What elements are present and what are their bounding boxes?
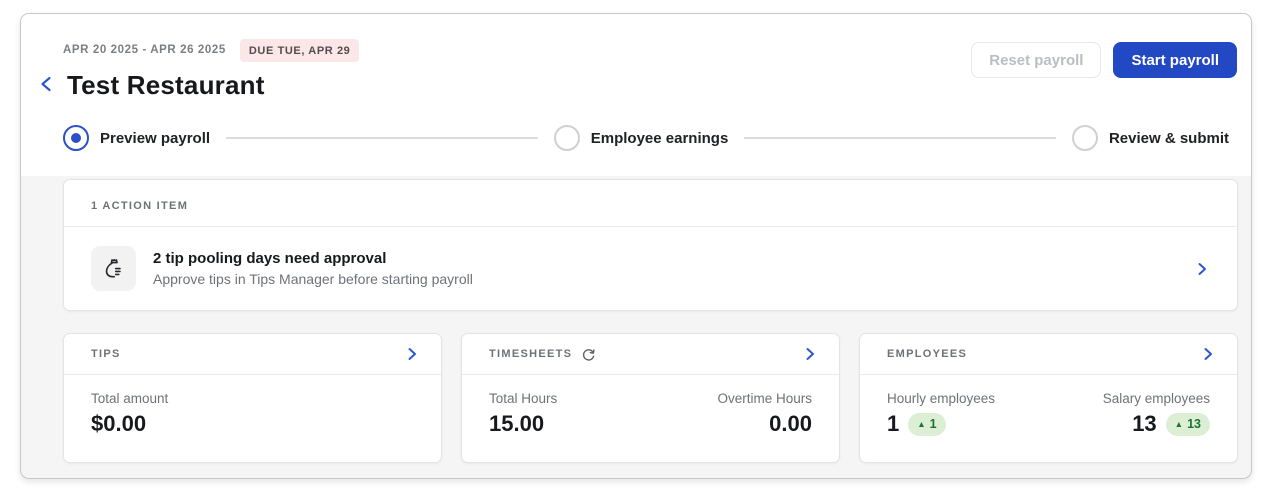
tip-bag-icon <box>91 246 136 291</box>
step-employee-earnings[interactable]: Employee earnings <box>553 125 729 151</box>
due-date-badge: DUE TUE, APR 29 <box>239 38 360 62</box>
metric-value: 0.00 <box>769 411 812 436</box>
chevron-left-icon <box>38 75 56 96</box>
start-payroll-button[interactable]: Start payroll <box>1113 42 1237 78</box>
chevron-right-icon[interactable] <box>404 346 420 362</box>
timesheets-tile: TIMESHEETS <box>461 333 840 463</box>
delta-value: 13 <box>1187 417 1201 431</box>
step-label: Review & submit <box>1108 129 1229 147</box>
metric-value: 1 <box>887 411 900 436</box>
content-area: 1 ACTION ITEM 2 tip pooling days need ap… <box>21 176 1251 463</box>
metric-label: Overtime Hours <box>717 391 812 406</box>
tips-tile: TIPS Total amount $0.00 <box>63 333 442 463</box>
action-item-subtitle: Approve tips in Tips Manager before star… <box>153 271 473 287</box>
action-item-title: 2 tip pooling days need approval <box>153 250 387 267</box>
metric-label: Hourly employees <box>887 391 996 406</box>
reset-payroll-button[interactable]: Reset payroll <box>971 42 1102 78</box>
delta-badge: ▲ 1 <box>908 412 946 436</box>
step-radio-active-icon <box>63 125 89 151</box>
delta-badge: ▲ 13 <box>1165 412 1210 436</box>
chevron-right-icon[interactable] <box>1200 346 1216 362</box>
tips-tile-header: TIPS <box>91 348 121 360</box>
metric-value: 13 <box>1132 411 1157 436</box>
metric-value: 15.00 <box>489 411 545 436</box>
payroll-stepper: Preview payroll Employee earnings Review… <box>63 125 1229 151</box>
action-items-header: 1 ACTION ITEM <box>91 200 189 212</box>
metric-value: $0.00 <box>91 411 147 436</box>
pay-period-row: APR 20 2025 - APR 26 2025 DUE TUE, APR 2… <box>63 37 360 63</box>
pay-period-dates: APR 20 2025 - APR 26 2025 <box>63 44 226 56</box>
metric-label: Salary employees <box>1102 391 1210 406</box>
metric-label: Total amount <box>91 391 169 406</box>
back-button[interactable] <box>36 75 58 97</box>
page-title: Test Restaurant <box>67 70 265 100</box>
step-label: Employee earnings <box>590 129 729 147</box>
timesheets-tile-header: TIMESHEETS <box>489 348 573 360</box>
page-header: APR 20 2025 - APR 26 2025 DUE TUE, APR 2… <box>21 14 1251 176</box>
step-radio-icon <box>553 125 580 151</box>
chevron-right-icon[interactable] <box>1194 261 1210 277</box>
stepper-connector <box>226 137 538 139</box>
action-item-row[interactable]: 2 tip pooling days need approval Approve… <box>64 227 1237 310</box>
triangle-up-icon: ▲ <box>917 418 926 429</box>
step-radio-icon <box>1071 125 1098 151</box>
refresh-icon[interactable] <box>581 347 596 362</box>
payroll-window: APR 20 2025 - APR 26 2025 DUE TUE, APR 2… <box>20 13 1252 479</box>
step-review-submit[interactable]: Review & submit <box>1071 125 1229 151</box>
stepper-connector <box>744 137 1056 139</box>
chevron-right-icon[interactable] <box>802 346 818 362</box>
step-label: Preview payroll <box>100 129 211 147</box>
metric-label: Total Hours <box>489 391 558 406</box>
triangle-up-icon: ▲ <box>1174 418 1184 429</box>
delta-value: 1 <box>929 417 937 431</box>
step-preview-payroll[interactable]: Preview payroll <box>63 125 210 151</box>
employees-tile: EMPLOYEES Hourly employees 1 ▲ <box>859 333 1238 463</box>
employees-tile-header: EMPLOYEES <box>887 348 968 360</box>
action-items-card: 1 ACTION ITEM 2 tip pooling days need ap… <box>63 179 1238 311</box>
